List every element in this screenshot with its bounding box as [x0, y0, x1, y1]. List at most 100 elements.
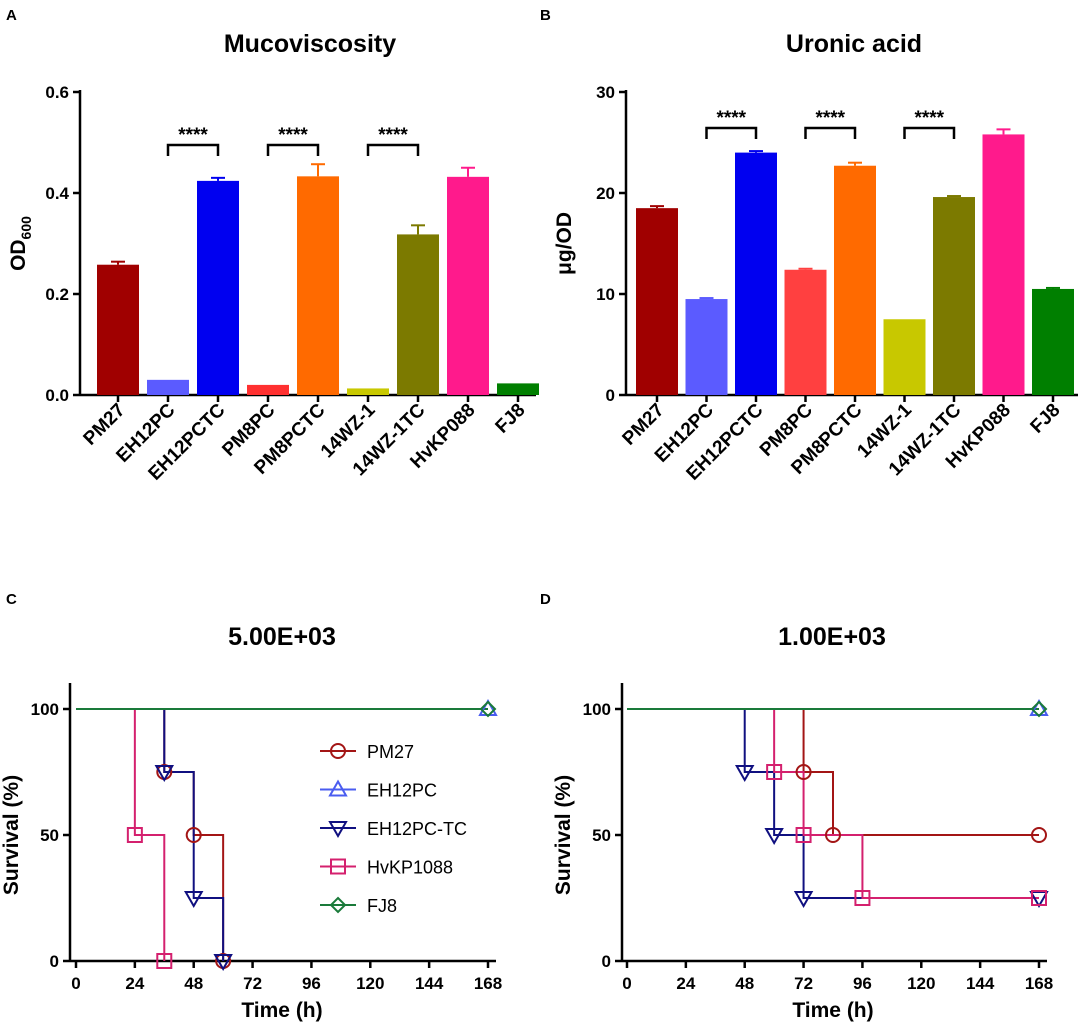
bar: [347, 388, 389, 395]
bar: [735, 152, 777, 395]
bar: [447, 176, 489, 395]
x-tick-label: 144: [415, 974, 444, 993]
series-line: [627, 708, 1039, 899]
legend-label: PM27: [367, 742, 414, 762]
bar: [982, 134, 1025, 396]
marker-diamond: [1030, 700, 1048, 718]
marker-triangle-down: [154, 765, 175, 783]
x-tick-label: 96: [853, 974, 872, 993]
bar: [247, 384, 289, 395]
x-tick-label: FJ8: [492, 400, 530, 438]
marker-triangle-down: [793, 891, 814, 909]
significance-bracket: [166, 143, 220, 156]
significance-bracket: [705, 126, 758, 139]
y-tick-label: 0.0: [45, 386, 69, 405]
significance-label: ****: [378, 125, 408, 146]
bar: [97, 264, 139, 395]
marker-circle: [795, 764, 812, 780]
marker-diamond: [479, 700, 497, 718]
bar: [497, 383, 539, 395]
marker-circle: [185, 827, 202, 843]
y-axis-label-subscript: 600: [18, 216, 34, 240]
y-axis-label: OD600: [7, 216, 34, 271]
marker-circle: [1031, 827, 1047, 843]
marker-square: [1031, 890, 1047, 906]
y-tick-label: 0: [602, 952, 611, 971]
y-tick-label: 10: [596, 285, 615, 304]
marker-diamond: [329, 896, 347, 914]
marker-square: [330, 858, 346, 875]
x-tick-label: 48: [184, 974, 203, 993]
y-axis-label-main: OD: [7, 239, 30, 271]
significance-label: ****: [278, 125, 308, 146]
legend-label: HvKP1088: [367, 858, 453, 878]
panel-label: A: [6, 7, 17, 24]
x-tick-label: 24: [676, 974, 695, 993]
bar: [933, 197, 975, 395]
bar: [784, 269, 827, 395]
series-line: [627, 708, 1039, 899]
x-tick-label: 0: [622, 974, 631, 993]
significance-label: ****: [716, 108, 746, 129]
marker-triangle-down: [734, 765, 755, 783]
y-tick-label: 20: [596, 184, 615, 203]
x-tick-label: 48: [735, 974, 754, 993]
marker-circle: [825, 827, 841, 843]
panel-d: D 1.00E+03 0 50 100 0 24 48 72 96 120 144 168 Time …: [540, 591, 1053, 1022]
panel-label: B: [540, 7, 551, 24]
chart-title: 1.00E+03: [778, 623, 886, 651]
significance-bracket: [804, 126, 857, 139]
chart-title: 5.00E+03: [228, 623, 336, 651]
bar: [397, 234, 439, 395]
marker-triangle-up: [328, 779, 348, 797]
x-tick-label: FJ8: [1027, 400, 1065, 438]
series-line: [627, 708, 1039, 836]
significance-bracket: [903, 126, 956, 139]
significance-label: ****: [815, 108, 845, 129]
x-tick-label: 72: [794, 974, 813, 993]
significance-label: ****: [914, 108, 944, 129]
x-tick-label: 96: [302, 974, 321, 993]
marker-triangle-down: [183, 891, 204, 909]
y-axis-label: Survival (%): [0, 775, 23, 895]
x-axis-label: Time (h): [241, 999, 322, 1022]
x-tick-label: 24: [125, 974, 144, 993]
bar: [297, 176, 339, 395]
x-tick-label: 168: [1025, 974, 1053, 993]
marker-triangle-down: [213, 954, 233, 972]
y-tick-label: 30: [596, 83, 615, 102]
x-axis-label: Time (h): [792, 999, 873, 1022]
marker-square: [795, 827, 812, 843]
y-tick-label: 50: [40, 826, 59, 845]
marker-square: [126, 827, 143, 843]
chart-title: Mucoviscosity: [224, 30, 396, 58]
y-tick-label: 0.4: [45, 184, 69, 203]
y-tick-label: 100: [583, 700, 611, 719]
marker-square: [156, 953, 173, 969]
y-tick-label: 0: [50, 952, 59, 971]
x-tick-label: 168: [474, 974, 502, 993]
y-tick-label: 100: [31, 700, 59, 719]
y-tick-label: 0.6: [45, 83, 69, 102]
legend-label: FJ8: [367, 896, 397, 916]
x-tick-label: 144: [966, 974, 995, 993]
marker-triangle-down: [764, 828, 784, 846]
panel-b: B Uronic acid 0102030μg/ODPM27EH12PCEH12…: [540, 7, 1078, 485]
x-tick-label: 0: [71, 974, 80, 993]
bar: [1032, 288, 1074, 395]
chart-title: Uronic acid: [786, 30, 922, 58]
x-tick-label: 120: [907, 974, 935, 993]
y-tick-label: 50: [592, 826, 611, 845]
panel-c: C 5.00E+03 0 50 100 0 24 48 72 96 120 144 168 Time …: [0, 591, 502, 1022]
series-line: [76, 708, 166, 961]
y-axis-label: Survival (%): [552, 775, 575, 895]
panel-a: A Mucoviscosity 0.00.20.40.6OD600PM27EH1…: [6, 7, 539, 485]
marker-triangle-down: [328, 821, 348, 839]
marker-square: [766, 764, 783, 780]
y-tick-label: 0: [606, 386, 615, 405]
marker-circle: [330, 743, 346, 759]
y-tick-label: 0.2: [45, 285, 69, 304]
significance-bracket: [266, 143, 320, 156]
bar: [197, 180, 239, 395]
